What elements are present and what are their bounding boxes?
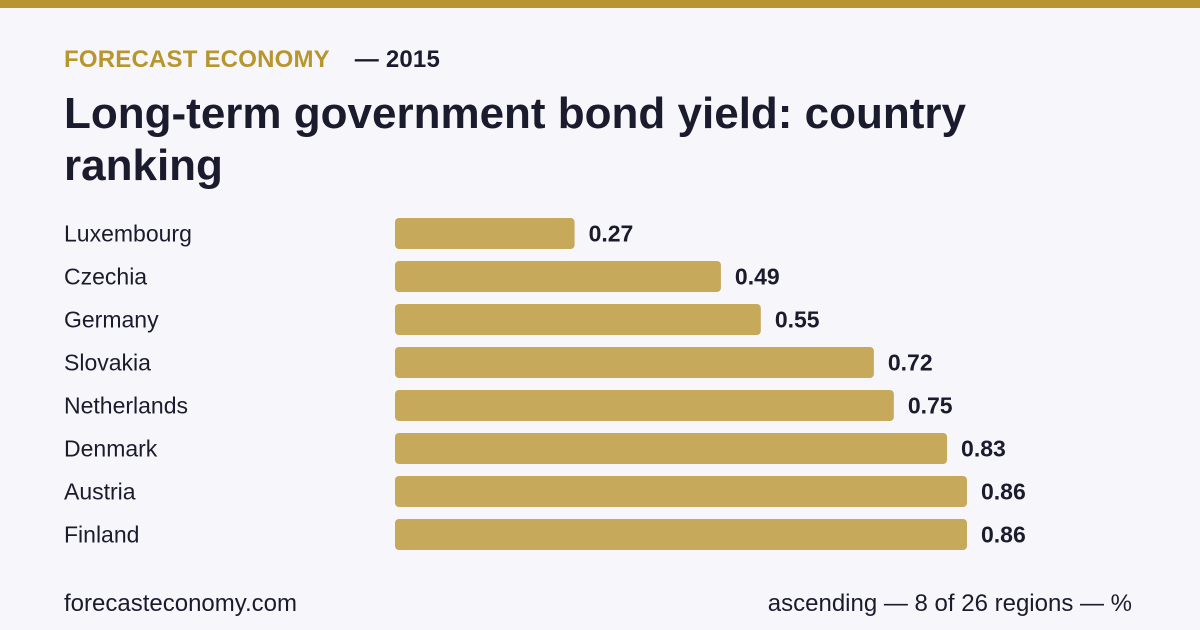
bar [395,218,575,249]
value-label: 0.49 [735,264,780,290]
value-label: 0.72 [888,350,933,376]
bar [395,347,874,378]
category-label: Luxembourg [64,221,192,247]
bar [395,304,761,335]
bar [395,261,721,292]
value-label: 0.75 [908,393,953,419]
value-label: 0.86 [981,479,1026,505]
top-accent-bar [0,0,1200,8]
brand-label: FORECAST ECONOMY [64,46,330,73]
category-label: Czechia [64,264,147,290]
chart-note: ascending — 8 of 26 regions — % [767,590,1132,617]
bar [395,519,967,550]
category-label: Germany [64,307,159,333]
year-label: — 2015 [354,46,441,73]
category-label: Austria [64,479,136,505]
kicker: FORECAST ECONOMY — 2015 [64,46,440,74]
category-label: Finland [64,522,139,548]
value-label: 0.27 [589,221,634,247]
bar [395,476,967,507]
page-title: Long-term government bond yield: country… [64,89,967,190]
category-label: Slovakia [64,350,151,376]
bar [395,390,894,421]
value-label: 0.83 [961,436,1006,462]
source-label: forecasteconomy.com [64,590,297,617]
value-label: 0.86 [981,522,1026,548]
value-label: 0.55 [775,307,820,333]
bar [395,433,948,464]
category-label: Denmark [64,436,158,462]
category-label: Netherlands [64,393,188,419]
